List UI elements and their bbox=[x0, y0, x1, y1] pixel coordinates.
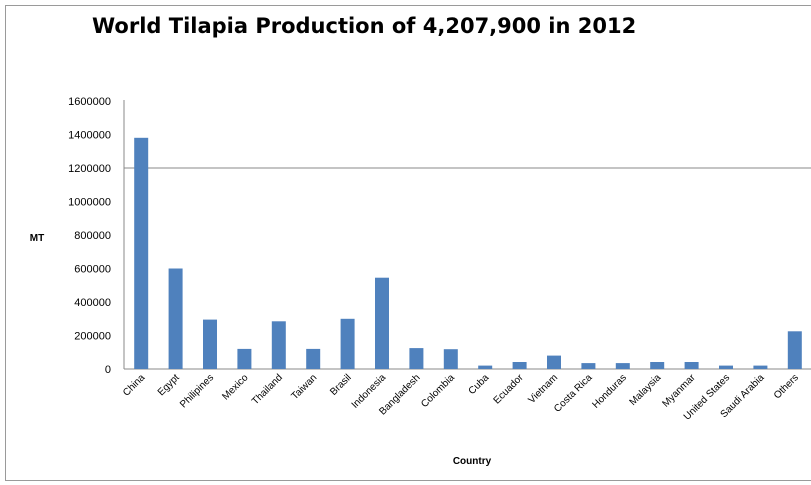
bar-bangladesh bbox=[409, 348, 424, 369]
bar-ecuador bbox=[512, 362, 527, 369]
x-tick-label: Colombia bbox=[419, 372, 457, 410]
y-axis-label: MT bbox=[30, 233, 44, 244]
x-tick-label: Ecuador bbox=[492, 372, 527, 407]
y-tick-label: 1600000 bbox=[68, 96, 111, 108]
x-tick-label: Costa Rica bbox=[552, 372, 595, 415]
y-axis-ticks: 0 200000 400000 600000 800000 1000000 1200000 1… bbox=[68, 96, 111, 376]
chart-title: World Tilapia Production of 4,207,900 in… bbox=[92, 14, 637, 38]
bar-others bbox=[787, 331, 802, 369]
y-tick-label: 1000000 bbox=[68, 197, 111, 209]
bar-indonesia bbox=[375, 277, 389, 369]
bar-thailand bbox=[271, 321, 286, 369]
bar-malaysia bbox=[650, 362, 665, 369]
bar-cuba bbox=[478, 365, 493, 369]
bar-honduras bbox=[615, 363, 630, 369]
bar-china bbox=[134, 137, 149, 369]
bar-brasil bbox=[340, 318, 355, 370]
x-tick-label: Mexico bbox=[220, 372, 250, 402]
bar-vietnam bbox=[547, 355, 561, 369]
y-tick-label: 800000 bbox=[74, 230, 111, 242]
bar-united-states bbox=[719, 365, 733, 369]
x-tick-label: Taiwan bbox=[290, 372, 320, 402]
bar-taiwan bbox=[306, 348, 321, 369]
x-tick-label: Thailand bbox=[250, 372, 285, 407]
y-tick-label: 600000 bbox=[74, 264, 111, 276]
x-tick-label: Philipines bbox=[178, 372, 216, 410]
bar-philipines bbox=[203, 319, 217, 369]
x-tick-label: Cuba bbox=[467, 372, 492, 397]
x-axis-label: Country bbox=[453, 456, 492, 467]
x-tick-label: Others bbox=[772, 372, 801, 401]
bar-colombia bbox=[443, 349, 458, 369]
y-tick-label: 0 bbox=[105, 364, 111, 376]
bars bbox=[134, 137, 802, 370]
x-tick-label: Egypt bbox=[156, 372, 182, 398]
x-tick-label: Malaysia bbox=[628, 372, 664, 408]
bar-myanmar bbox=[684, 362, 699, 369]
y-tick-label: 200000 bbox=[74, 331, 111, 343]
bar-costa-rica bbox=[581, 363, 596, 369]
y-tick-label: 400000 bbox=[74, 297, 111, 309]
bar-mexico bbox=[237, 348, 252, 369]
y-tick-label: 1200000 bbox=[68, 163, 111, 175]
y-tick-label: 1400000 bbox=[68, 130, 111, 142]
x-tick-label: Vietnam bbox=[527, 372, 561, 406]
bar-egypt bbox=[168, 268, 183, 369]
x-tick-label: Honduras bbox=[590, 372, 628, 410]
x-tick-label: China bbox=[121, 372, 148, 399]
x-tick-label: Brasil bbox=[328, 372, 353, 397]
bar-saudi-arabia bbox=[753, 365, 768, 369]
